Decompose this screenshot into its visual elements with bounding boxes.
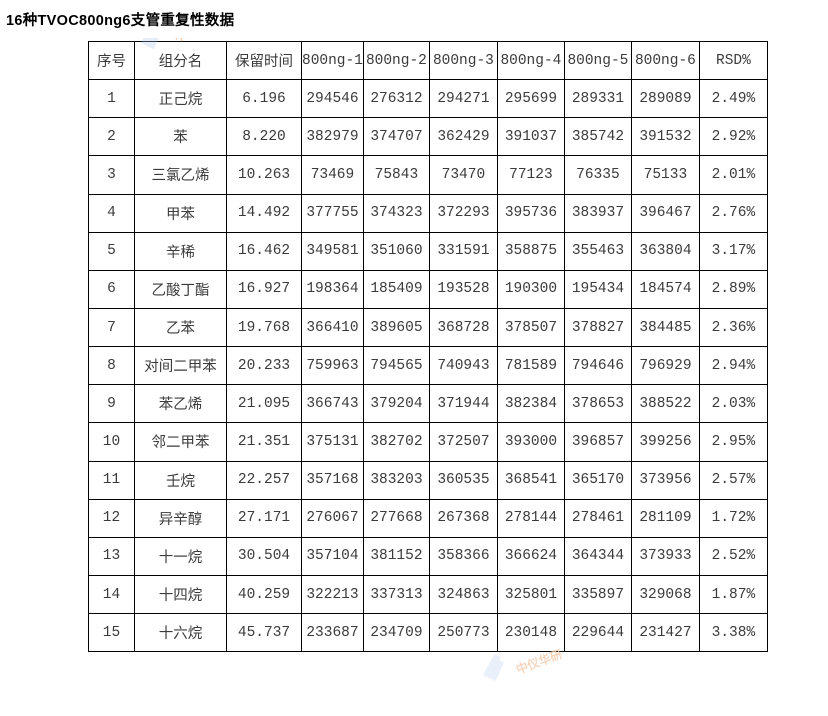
svg-text:中仪华研: 中仪华研 [514,646,564,677]
